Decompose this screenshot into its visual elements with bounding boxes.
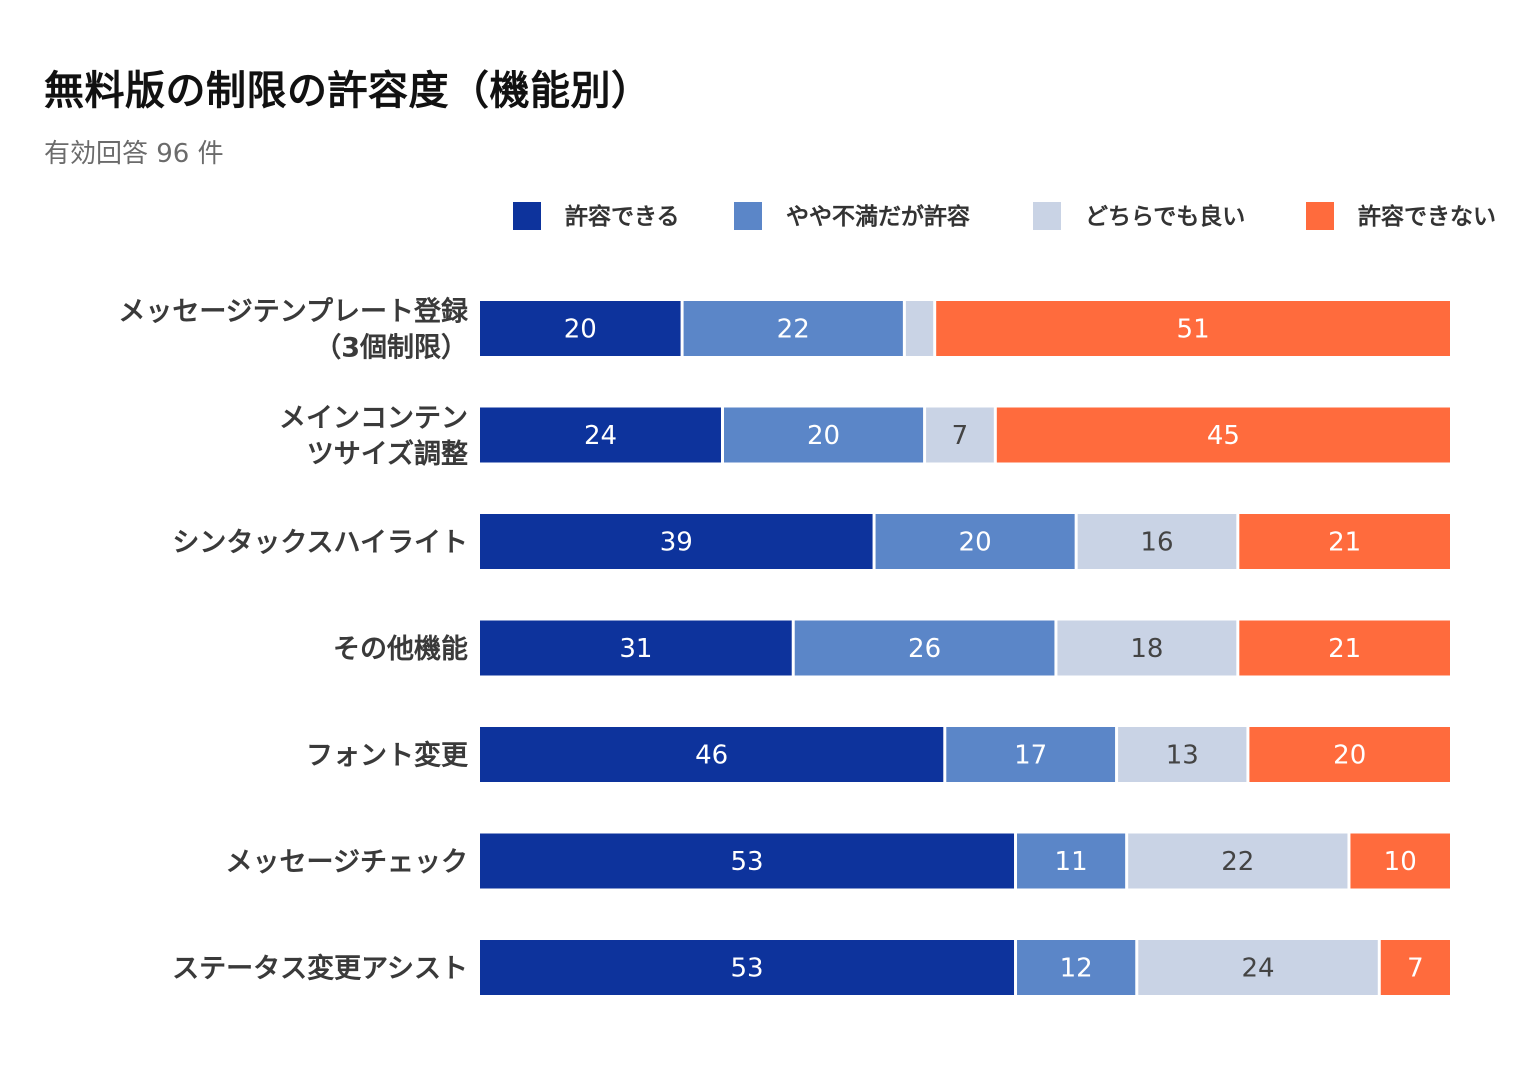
legend-label-4: 許容できない [1358,203,1496,230]
bar-segment-3-1 [480,514,873,569]
bar-value-label-4-1: 31 [619,634,652,664]
bar-segment-6-1 [480,833,1015,889]
bar-segment-3-3 [1077,514,1237,569]
bar-segment-1-4 [936,301,1450,356]
bar-segment-1-2 [683,301,903,356]
category-label-2-line-2: ツサイズ調整 [307,438,468,470]
bar-segment-3-2 [875,514,1075,569]
bar-value-label-1-2: 22 [777,315,810,345]
category-label-7: ステータス変更アシスト [172,953,468,985]
bar-segment-7-1 [480,940,1015,995]
category-label-1-line-1: メッセージテンプレート登録 [118,296,469,328]
bar-value-label-7-2: 12 [1060,954,1093,984]
bar-segment-5-1 [480,727,944,782]
legend-swatch-1 [513,202,541,230]
bar-value-label-4-2: 26 [908,634,941,664]
bar-value-label-6-1: 53 [730,847,763,877]
bar-segment-4-3 [1057,620,1237,676]
legend-swatch-4 [1306,202,1334,230]
bar-segment-7-3 [1138,940,1378,995]
bar-value-label-6-3: 22 [1221,847,1254,877]
bar-segment-1-1 [480,301,681,356]
bar-value-label-1-4: 51 [1177,315,1210,345]
bar-segment-5-3 [1118,727,1247,782]
legend-label-3: どちらでも良い [1085,203,1245,230]
bar-segment-6-3 [1128,833,1348,889]
bar-value-label-2-2: 20 [807,421,840,451]
chart-subtitle: 有効回答 96 件 [44,139,224,169]
bar-value-label-3-1: 39 [660,528,693,558]
bar-value-label-3-3: 16 [1140,528,1173,558]
bar-row-4: 31 26 18 21 [480,620,1450,676]
bar-row-7: 53 12 24 7 [480,940,1450,995]
bar-value-label-7-3: 24 [1241,954,1274,984]
bar-segment-2-4 [996,407,1450,463]
category-label-3: シンタックスハイライト [172,528,468,559]
bar-segment-4-4 [1239,620,1450,676]
bar-value-label-3-4: 21 [1328,528,1361,558]
bar-segment-1-3 [905,301,934,356]
bar-row-6: 53 11 22 10 [480,833,1450,889]
category-label-6: メッセージチェック [226,847,468,878]
legend-label-1: 許容できる [565,203,680,230]
category-label-4: その他機能 [333,633,468,665]
bars: 20 22 51 24 20 7 45 39 20 16 21 31 26 18 21 46 17 13 20 53 1… [480,301,1450,995]
bar-row-3: 39 20 16 21 [480,514,1450,569]
category-label-5: フォント変更 [306,740,469,772]
bar-value-label-4-4: 21 [1328,634,1361,664]
bar-segment-7-2 [1017,940,1136,995]
bar-segment-2-2 [724,407,924,463]
bar-segment-5-2 [946,727,1116,782]
legend-label-2: やや不満だが許容 [786,203,970,230]
bar-value-label-4-3: 18 [1130,634,1163,664]
category-label-2-line-1: メインコンテン [279,403,468,434]
bar-segment-7-4 [1380,940,1450,995]
bar-segment-5-4 [1249,727,1450,782]
bar-segment-4-1 [480,620,792,676]
bar-row-5: 46 17 13 20 [480,727,1450,782]
bar-row-1: 20 22 51 [480,301,1450,356]
bar-value-label-3-2: 20 [959,528,992,558]
bar-value-label-5-4: 20 [1333,741,1366,771]
bar-segment-6-2 [1017,833,1126,889]
bar-segment-6-4 [1350,833,1450,889]
bar-segment-4-2 [794,620,1055,676]
chart-title: 無料版の制限の許容度（機能別） [44,68,652,114]
bar-value-label-5-1: 46 [695,741,728,771]
bar-value-label-6-2: 11 [1055,847,1088,877]
category-label-1-line-2: （3個制限） [314,333,468,364]
bar-value-label-1-1: 20 [564,315,597,345]
legend-swatch-2 [734,202,762,230]
bar-segment-3-4 [1239,514,1450,569]
bar-row-2: 24 20 7 45 [480,407,1450,463]
bar-value-label-2-1: 24 [584,421,617,451]
bar-value-label-5-2: 17 [1014,741,1047,771]
bar-value-label-2-3: 7 [952,421,969,451]
bar-value-label-7-4: 7 [1407,954,1424,984]
bar-value-label-5-3: 13 [1166,741,1199,771]
bar-value-label-2-4: 45 [1207,421,1240,451]
bar-segment-2-1 [480,407,721,463]
bar-value-label-6-4: 10 [1384,847,1417,877]
bar-segment-2-3 [926,407,994,463]
legend-swatch-3 [1033,202,1061,230]
legend: 許容できる やや不満だが許容 どちらでも良い 許容できない [513,202,1496,230]
bar-value-label-7-1: 53 [730,954,763,984]
category-labels: メッセージテンプレート登録 （3個制限） メインコンテンツサイズ調整シンタックスハイ… [118,296,469,985]
